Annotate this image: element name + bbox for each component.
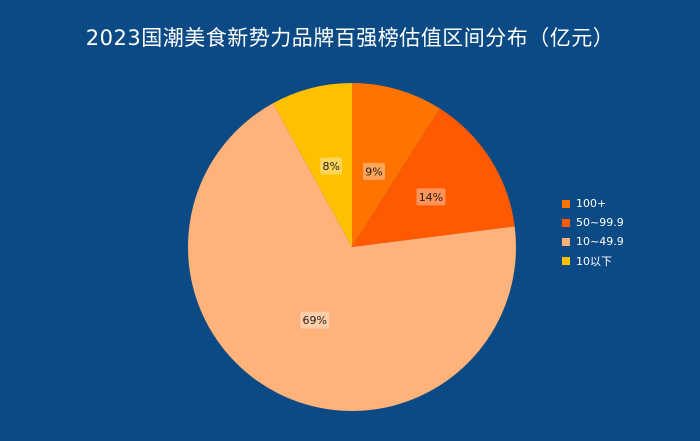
legend-swatch <box>562 256 570 265</box>
pie-label-bg <box>320 157 343 175</box>
chart-title: 2023国潮美食新势力品牌百强榜估值区间分布（亿元） <box>85 26 615 50</box>
legend-swatch <box>562 237 570 246</box>
pie-label-bg <box>416 188 446 206</box>
legend-label: 100+ <box>576 197 607 210</box>
pie-data-label: 8% <box>322 160 339 173</box>
pie-data-label: 9% <box>365 165 382 178</box>
pie-label-bg <box>300 311 330 329</box>
pie-label-bg <box>362 162 385 180</box>
legend-item: 50~99.9 <box>562 213 624 232</box>
legend-label: 10~49.9 <box>576 235 624 248</box>
legend-label: 50~99.9 <box>576 216 624 229</box>
pie-slice-1 <box>352 83 440 247</box>
pie-slice-4 <box>272 83 352 247</box>
legend-label: 10以下 <box>576 254 612 268</box>
pie-labels: 9% 14% 69% 8% <box>300 157 446 329</box>
pie-data-label: 14% <box>419 191 443 204</box>
legend-item: 10以下 <box>562 251 624 270</box>
chart-legend: 100+ 50~99.9 10~49.9 10以下 <box>562 194 624 270</box>
legend-swatch <box>562 218 570 227</box>
legend-item: 100+ <box>562 194 624 213</box>
pie-slice-2 <box>352 108 515 248</box>
pie-data-label: 69% <box>303 314 327 327</box>
pie-slice-3 <box>187 103 516 411</box>
legend-item: 10~49.9 <box>562 232 624 251</box>
legend-swatch <box>562 199 570 208</box>
pie-slices <box>187 83 516 411</box>
